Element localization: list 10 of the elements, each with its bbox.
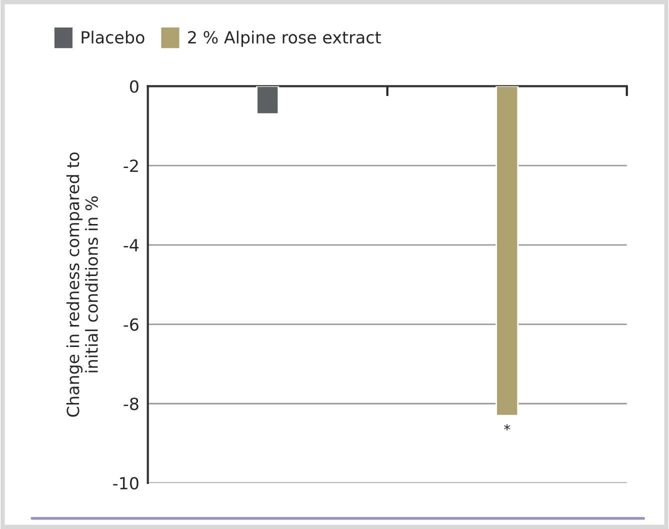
y-axis-title: Change in redness compared to initial conditions in % bbox=[66, 152, 98, 417]
y-tick-label: -8 bbox=[124, 398, 138, 410]
annotation: * bbox=[504, 424, 510, 430]
legend-label: Placebo bbox=[82, 30, 144, 44]
legend-label: 2 % Alpine rose extract bbox=[188, 30, 381, 47]
y-tick-label: -4 bbox=[124, 239, 139, 252]
y-tick-label: -6 bbox=[124, 318, 138, 331]
y-tick-label: 0 bbox=[130, 80, 138, 93]
y-tick-label: -10 bbox=[113, 476, 138, 490]
y-tick-label: -2 bbox=[124, 160, 138, 172]
